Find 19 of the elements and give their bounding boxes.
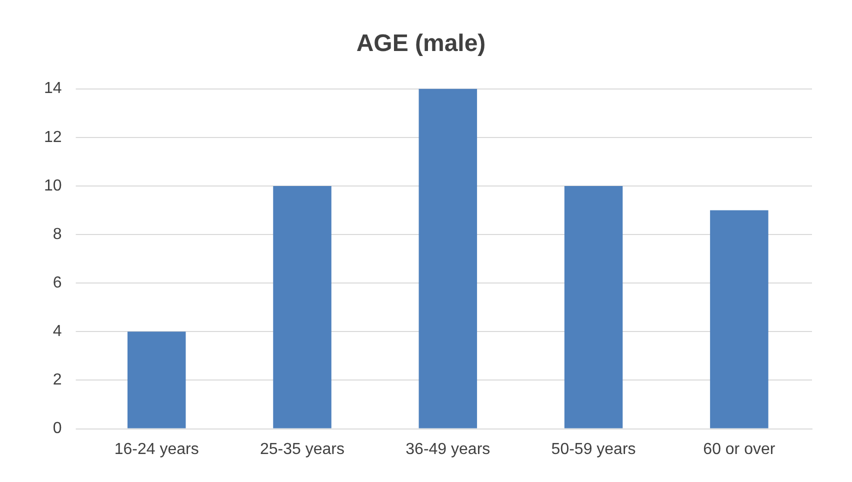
bar xyxy=(273,186,332,428)
y-tick-label: 4 xyxy=(52,323,62,340)
y-tick-label: 10 xyxy=(44,177,62,194)
x-tick-label: 36-49 years xyxy=(406,440,490,458)
x-tick-label: 50-59 years xyxy=(551,440,636,458)
bar xyxy=(564,186,623,428)
y-tick-label: 14 xyxy=(44,80,62,98)
x-tick-label: 60 or over xyxy=(703,440,776,458)
y-tick-label: 12 xyxy=(44,128,62,146)
y-tick-label: 6 xyxy=(52,274,62,292)
bar xyxy=(418,88,478,428)
chart-title: AGE (male) xyxy=(356,30,486,58)
bar xyxy=(710,210,768,428)
x-tick-label: 25-35 years xyxy=(260,440,345,458)
y-tick-label: 2 xyxy=(52,372,62,389)
y-tick-label: 0 xyxy=(52,420,62,438)
x-tick-label: 16-24 years xyxy=(114,440,199,458)
bar xyxy=(127,332,186,428)
y-tick-label: 8 xyxy=(52,226,62,243)
